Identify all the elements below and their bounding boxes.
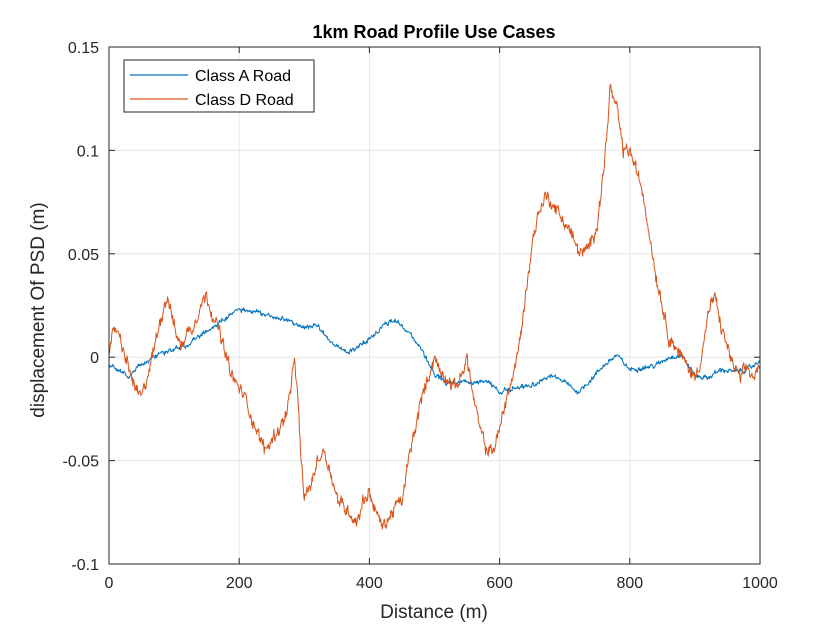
y-tick-label: 0.05 [68,247,99,264]
y-tick-label: 0.15 [68,40,99,57]
axes-box [108,46,761,565]
x-tick-label: 1000 [742,575,778,592]
y-axis-label: displacement Of PSD (m) [28,202,49,417]
x-tick-label: 600 [486,575,513,592]
y-tick-label: 0 [90,350,99,367]
legend-label-class-a: Class A Road [195,68,291,85]
y-tick-label: -0.1 [71,557,99,574]
chart-title: 1km Road Profile Use Cases [312,22,555,42]
tick-labels: 0 200 400 600 800 1000 -0.1 -0.05 0 0.05 0.1 0.15 [63,40,778,592]
axis-ticks [108,46,761,565]
x-tick-label: 0 [105,575,114,592]
y-tick-label: 0.1 [77,143,99,160]
legend: Class A Road Class D Road [123,59,315,113]
series-lines [108,84,761,530]
plot-area [109,47,760,564]
y-tick-label: -0.05 [63,454,100,471]
legend-box [123,59,315,113]
x-tick-label: 400 [356,575,383,592]
series-line-class-d-road [108,84,761,530]
x-axis-label: Distance (m) [380,602,488,623]
x-tick-label: 800 [616,575,643,592]
x-tick-label: 200 [226,575,253,592]
legend-label-class-d: Class D Road [195,92,294,109]
